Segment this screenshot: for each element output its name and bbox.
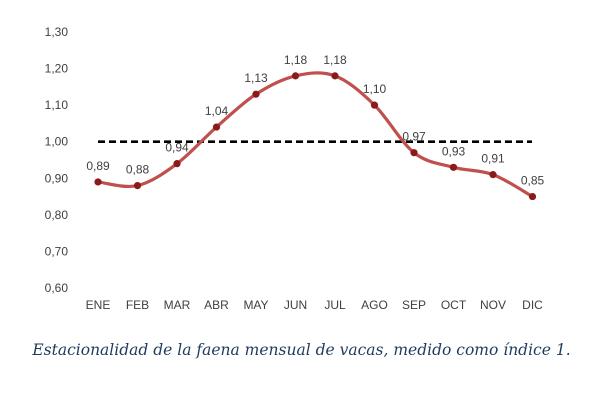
x-tick-label: DIC [522, 298, 543, 312]
data-label-layer: 0,89 0,88 0,94 1,04 1,13 1,18 1,18 1,10 0,97 0,93… [86, 53, 544, 188]
data-point [212, 123, 221, 131]
data-point [331, 72, 339, 80]
line-chart: 0,60 0,70 0,80 0,90 1,00 1,10 1,20 1,30 ENE FEB M… [45, 25, 545, 312]
y-tick-label: 1,20 [45, 62, 69, 76]
data-label: 0,97 [402, 130, 426, 144]
x-tick-label: MAR [164, 298, 191, 312]
data-label: 0,93 [442, 144, 466, 158]
x-tick-label: FEB [126, 298, 149, 312]
x-axis: ENE FEB MAR ABR MAY JUN JUL AGO SEP OCT NOV DIC [86, 298, 544, 312]
data-label: 0,91 [481, 152, 505, 166]
data-label: 0,89 [86, 159, 110, 173]
y-tick-label: 0,60 [45, 281, 69, 295]
chart-caption: Estacionalidad de la faena mensual de va… [32, 341, 571, 359]
data-point [489, 171, 497, 179]
y-tick-label: 0,70 [45, 244, 69, 258]
x-tick-label: JUL [324, 298, 346, 312]
x-tick-label: SEP [402, 298, 426, 312]
data-point [94, 178, 102, 186]
series-layer [96, 71, 535, 199]
data-point [291, 72, 300, 80]
x-tick-label: ENE [86, 298, 111, 312]
data-label: 1,10 [363, 82, 387, 96]
x-tick-label: MAY [243, 298, 268, 312]
x-tick-label: AGO [361, 298, 388, 312]
x-tick-label: JUN [284, 298, 307, 312]
data-point [133, 182, 142, 190]
data-label: 1,18 [284, 53, 308, 67]
data-point [410, 149, 418, 157]
data-label: 1,13 [244, 71, 268, 85]
x-tick-label: ABR [204, 298, 229, 312]
data-label: 0,85 [521, 174, 545, 188]
y-tick-label: 1,00 [45, 135, 69, 149]
y-tick-label: 1,10 [45, 98, 69, 112]
data-label: 0,88 [126, 163, 150, 177]
data-point [252, 90, 260, 98]
x-tick-label: NOV [480, 298, 506, 312]
y-axis: 0,60 0,70 0,80 0,90 1,00 1,10 1,20 1,30 [45, 25, 69, 295]
y-tick-label: 1,30 [45, 25, 69, 39]
data-point [449, 163, 458, 171]
y-tick-label: 0,80 [45, 208, 69, 222]
data-label: 0,94 [165, 141, 189, 155]
y-tick-label: 0,90 [45, 171, 69, 185]
data-label: 1,18 [323, 53, 347, 67]
data-label: 1,04 [205, 104, 229, 118]
data-point [370, 101, 379, 109]
data-point [173, 160, 181, 168]
data-point [528, 192, 537, 201]
x-tick-label: OCT [441, 298, 467, 312]
marker-layer [94, 72, 537, 201]
series-line [96, 71, 535, 199]
